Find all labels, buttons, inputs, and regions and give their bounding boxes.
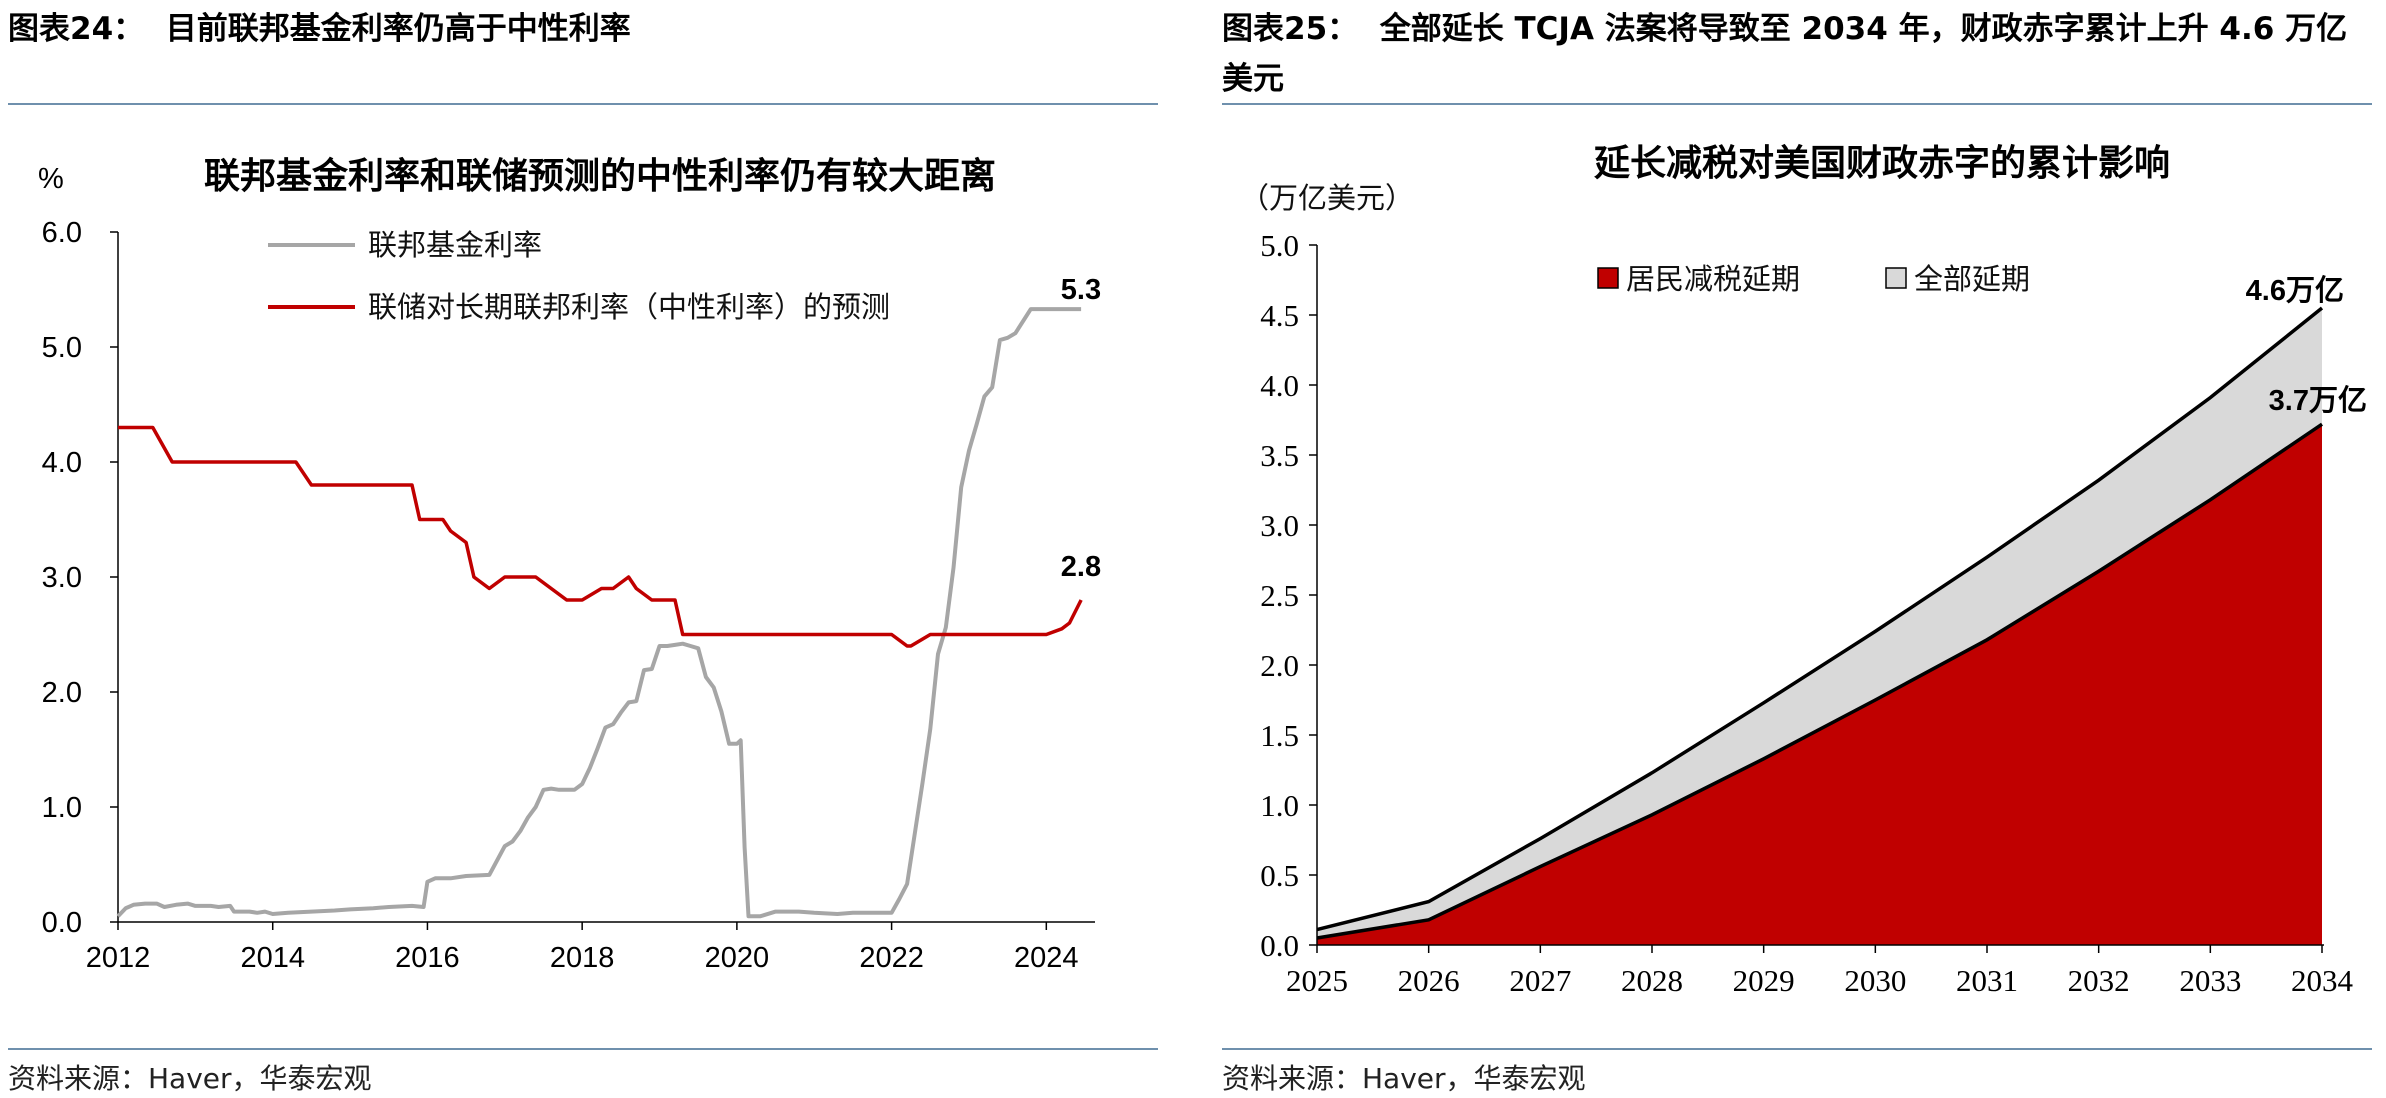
y-tick-label: 2.0 (42, 677, 82, 709)
tcja-deficit-chart: 延长减税对美国财政赤字的累计影响 （万亿美元） 0.0 0.5 1.0 1.5 2.0 2.5… (1240, 143, 2367, 998)
y-axis-unit: （万亿美元） (1240, 181, 1414, 215)
x-tick-label: 2027 (1509, 963, 1571, 998)
source-note: 资料来源：Haver，华泰宏观 (1222, 1062, 1586, 1095)
y-tick-label: 4.0 (1260, 368, 1299, 403)
figure-24-panel: 图表24： 目前联邦基金利率仍高于中性利率 联邦基金利率和联储预测的中性利率仍有… (0, 0, 1160, 1098)
area-outline-2 (1316, 422, 2323, 940)
source-note: 资料来源：Haver，华泰宏观 (8, 1062, 372, 1095)
y-tick-label: 6.0 (42, 217, 82, 249)
x-tick-label: 2030 (1844, 963, 1906, 998)
y-tick-label: 0.0 (1260, 928, 1299, 963)
source-divider (8, 1048, 1158, 1050)
legend-swatch-2 (1885, 267, 1907, 289)
title-divider (8, 103, 1158, 105)
y-tick-label: 0.5 (1260, 858, 1299, 893)
x-tick-label: 2028 (1621, 963, 1683, 998)
x-tick-label: 2012 (86, 942, 151, 974)
end-value-label-household: 3.7万亿 (2269, 384, 2367, 417)
title-divider (1222, 103, 2372, 105)
series-line-2 (118, 425, 1083, 648)
legend-label-2: 全部延期 (1914, 262, 2030, 296)
y-tick-label: 1.0 (42, 792, 82, 824)
y-tick-label: 0.0 (42, 907, 82, 939)
area-outline-1 (1316, 306, 2324, 932)
y-tick-label: 2.0 (1260, 648, 1299, 683)
x-tick-label: 2018 (550, 942, 615, 974)
x-tick-label: 2032 (2068, 963, 2130, 998)
chart-title: 延长减税对美国财政赤字的累计影响 (1594, 143, 2170, 184)
y-tick-label: 2.5 (1260, 578, 1299, 613)
end-value-label: 2.8 (1061, 551, 1101, 583)
legend-label-2: 联储对长期联邦利率（中性利率）的预测 (368, 290, 890, 324)
y-tick-label: 5.0 (1260, 228, 1299, 263)
figure-25-panel: 图表25： 全部延长 TCJA 法案将导致至 2034 年，财政赤字累计上升 4… (1222, 0, 2386, 1098)
x-tick-label: 2014 (240, 942, 305, 974)
y-tick-label: 4.0 (42, 447, 82, 479)
x-tick-label: 2022 (859, 942, 924, 974)
legend-label-1: 居民减税延期 (1626, 262, 1800, 296)
legend-label-1: 联邦基金利率 (368, 228, 542, 262)
x-tick-label: 2033 (2179, 963, 2241, 998)
end-value-label-all: 4.6万亿 (2246, 274, 2344, 307)
source-divider (1222, 1048, 2372, 1050)
figure-25-title: 图表25： 全部延长 TCJA 法案将导致至 2034 年，财政赤字累计上升 4… (1222, 11, 2348, 97)
x-tick-label: 2029 (1733, 963, 1795, 998)
figure-24-title: 图表24： 目前联邦基金利率仍高于中性利率 (8, 11, 631, 47)
x-tick-label: 2016 (395, 942, 460, 974)
area-household-extension (1317, 424, 2322, 945)
x-tick-label: 2024 (1014, 942, 1079, 974)
y-tick-label: 3.0 (1260, 508, 1299, 543)
y-tick-label: 5.0 (42, 332, 82, 364)
y-tick-label: 1.0 (1260, 788, 1299, 823)
y-tick-label: 3.0 (42, 562, 82, 594)
series-line-1 (116, 307, 1082, 919)
x-tick-label: 2034 (2291, 963, 2354, 998)
x-tick-label: 2025 (1286, 963, 1348, 998)
y-tick-label: 3.5 (1260, 438, 1299, 473)
fed-funds-rate-chart: 联邦基金利率和联储预测的中性利率仍有较大距离% 0.0 1.0 2.0 3.0 4.0 5.… (38, 155, 1101, 974)
x-tick-label: 2031 (1956, 963, 2018, 998)
y-axis-unit: % (38, 163, 64, 195)
x-tick-label: 2026 (1398, 963, 1460, 998)
chart-title: 联邦基金利率和联储预测的中性利率仍有较大距离 (204, 155, 996, 197)
legend-swatch-1 (1597, 267, 1619, 289)
x-tick-label: 2020 (705, 942, 770, 974)
y-tick-label: 1.5 (1260, 718, 1299, 753)
y-tick-label: 4.5 (1260, 298, 1299, 333)
end-value-label: 5.3 (1061, 274, 1101, 306)
